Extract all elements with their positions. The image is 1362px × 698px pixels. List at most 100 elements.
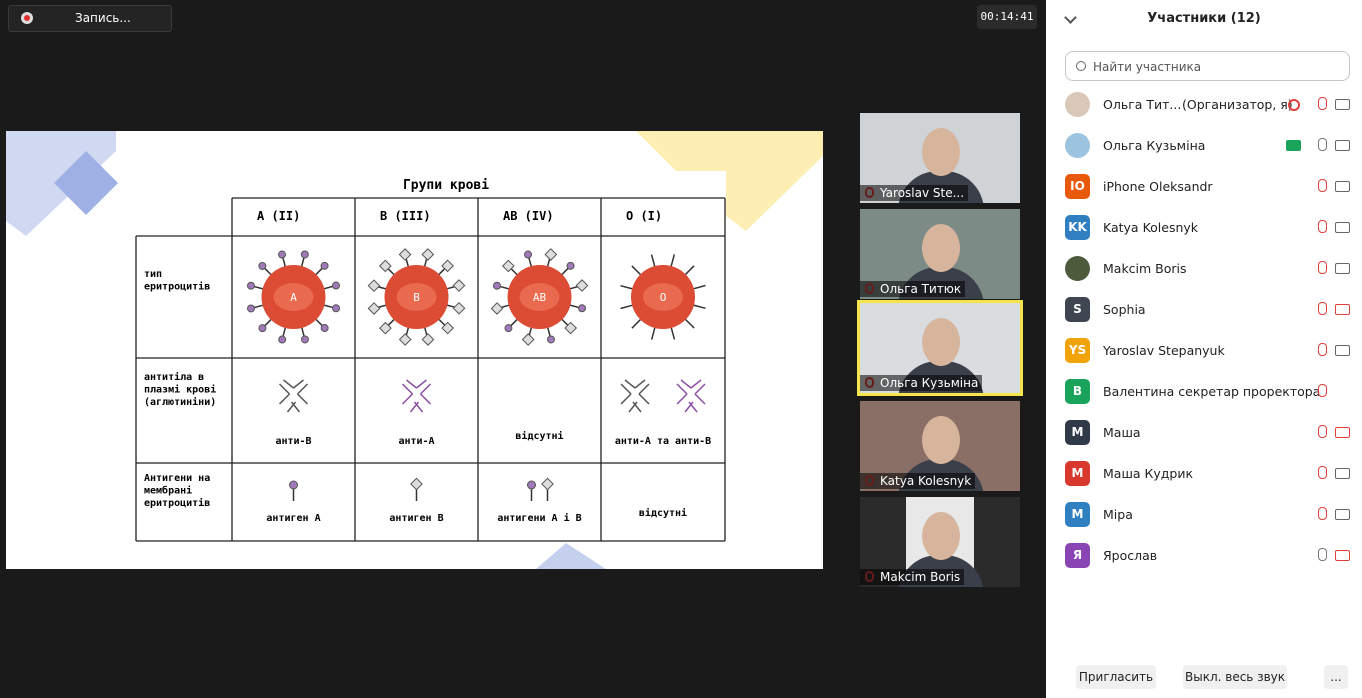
avatar: KK <box>1065 215 1090 240</box>
antigen-b <box>410 477 423 491</box>
person-head <box>922 318 960 366</box>
antibody-arm <box>676 383 688 395</box>
participant-row[interactable]: IO iPhone Oleksandr <box>1046 166 1362 207</box>
tile-name: Ольга Титюк <box>860 281 966 297</box>
avatar: M <box>1065 502 1090 527</box>
avatar <box>1065 92 1090 117</box>
antigen-b <box>452 301 466 315</box>
mic <box>1318 138 1327 151</box>
antigen-a <box>289 480 298 490</box>
avatar: S <box>1065 297 1090 322</box>
muted-mic <box>1318 220 1327 233</box>
recording-label: Запись... <box>75 11 131 25</box>
antibody-arm <box>688 401 698 413</box>
panel-button[interactable]: Пригласить <box>1076 665 1156 689</box>
participant-row[interactable]: M Маша <box>1046 412 1362 453</box>
antigen-a <box>246 281 255 290</box>
row-label: антитіла в <box>144 371 204 383</box>
tile-name: Ольга Кузьміна <box>860 375 983 391</box>
antigen-a <box>492 281 501 290</box>
antigen-b <box>490 302 504 315</box>
antibody-arm <box>416 379 427 389</box>
video <box>1335 181 1350 192</box>
antigen-a <box>524 250 533 259</box>
antibody-arm <box>296 383 309 395</box>
row-label: Антигени на <box>144 473 210 484</box>
video-tile: Ольга Кузьміна <box>857 300 1023 396</box>
antigen-a <box>320 324 329 333</box>
antibody-label: відсутні <box>515 430 563 442</box>
antigen-b <box>398 333 412 346</box>
participant-row[interactable]: M Міра <box>1046 494 1362 535</box>
avatar: YS <box>1065 338 1090 363</box>
spike <box>620 284 634 290</box>
cell-center <box>273 283 314 311</box>
antibody-arm <box>638 383 650 395</box>
antibody-arm <box>684 401 694 413</box>
muted-mic <box>1318 343 1327 356</box>
antigen-b <box>501 259 515 273</box>
panel-button[interactable]: ... <box>1324 665 1348 689</box>
avatar <box>1065 133 1090 158</box>
participant-row[interactable]: YS Yaroslav Stepanyuk <box>1046 330 1362 371</box>
participant-name: Makcim Boris <box>1103 261 1187 276</box>
antigen-a <box>300 335 309 344</box>
participant-row[interactable]: Ольга Кузьміна <box>1046 125 1362 166</box>
participant-row[interactable]: Makcim Boris <box>1046 248 1362 289</box>
antibody-arm <box>676 393 688 405</box>
participant-row[interactable]: S Sophia <box>1046 289 1362 330</box>
participant-row[interactable]: Ольга Тит... (Организатор, я) <box>1046 84 1362 125</box>
recording-indicator[interactable]: Запись... <box>8 5 172 32</box>
cell-letter: O <box>660 291 667 304</box>
participant-name: Yaroslav Stepanyuk <box>1103 343 1225 358</box>
erythrocyte <box>620 254 706 340</box>
spike <box>692 284 706 290</box>
antigen-label: антигени А і В <box>497 512 581 524</box>
participant-row[interactable]: M Маша Кудрик <box>1046 453 1362 494</box>
participant-name: Katya Kolesnyk <box>1103 220 1199 235</box>
panel-button[interactable]: Выкл. весь звук <box>1183 665 1287 689</box>
participant-name: Маша <box>1103 425 1141 440</box>
antibody-arm <box>694 383 706 395</box>
participant-row[interactable]: B Валентина секретар проректора <box>1046 371 1362 412</box>
video <box>1335 222 1350 233</box>
antibody-label: анти-А та анти-В <box>615 436 711 447</box>
antigen-b <box>564 321 578 335</box>
muted-mic <box>1318 179 1327 192</box>
video-tile: Yaroslav Ste... <box>860 113 1020 203</box>
row-label: плазмі крові <box>144 384 216 396</box>
spike <box>684 265 695 276</box>
cell-center <box>396 283 437 311</box>
participant-name: Ярослав <box>1103 548 1158 563</box>
participant-row[interactable]: KK Katya Kolesnyk <box>1046 207 1362 248</box>
record-icon <box>1288 99 1300 111</box>
antigen-b <box>421 248 435 261</box>
person-head <box>922 128 960 176</box>
antibody-arm <box>293 379 304 389</box>
cell-letter: AB <box>533 291 547 304</box>
timer: 00:14:41 <box>977 5 1037 29</box>
antigen-b <box>379 321 392 335</box>
antibody-arm <box>632 401 642 413</box>
avatar: Я <box>1065 543 1090 568</box>
antigen-a <box>332 304 341 313</box>
cell-center <box>519 283 560 311</box>
participant-row[interactable]: Я Ярослав <box>1046 535 1362 576</box>
antibody-arm <box>419 383 432 395</box>
antibody-arm <box>413 401 424 413</box>
search-box[interactable]: Найти участника <box>1065 51 1350 81</box>
avatar: IO <box>1065 174 1090 199</box>
muted-mic <box>1318 302 1327 315</box>
antigen-a <box>258 261 267 270</box>
video <box>1335 468 1350 479</box>
antigen-a <box>578 304 587 313</box>
antibody-arm <box>406 379 417 389</box>
tile-name: Makcim Boris <box>860 569 965 585</box>
antigen-a <box>300 250 309 259</box>
person-head <box>922 512 960 560</box>
antibody-label: анти-В <box>275 436 311 447</box>
antigen-b <box>441 259 454 273</box>
participant-name: Sophia <box>1103 302 1146 317</box>
column-header: B (III) <box>380 209 431 223</box>
spike <box>631 318 642 329</box>
